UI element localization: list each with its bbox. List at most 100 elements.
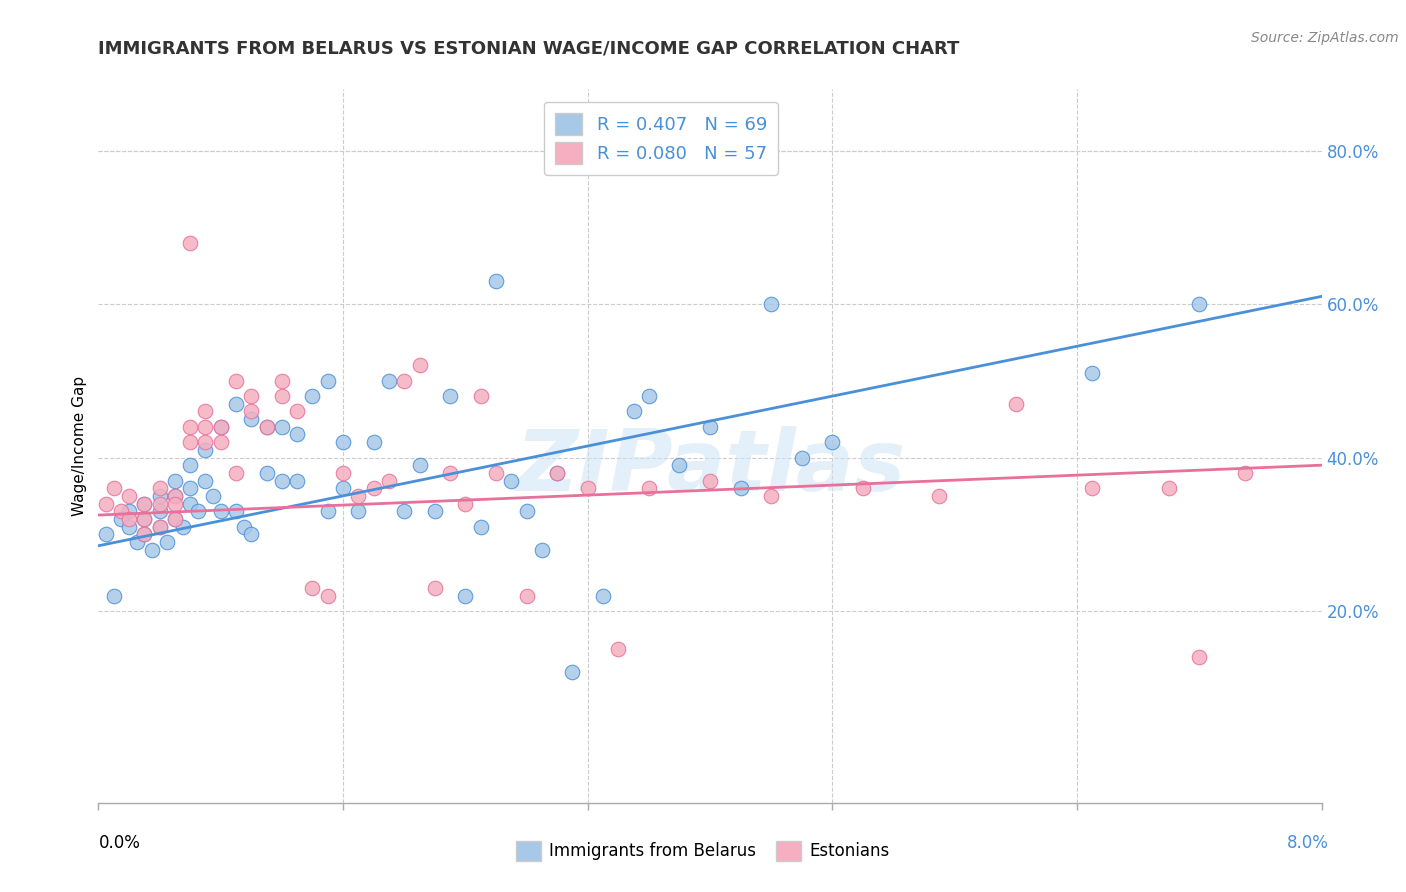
Point: [1188, 650, 1211, 665]
Point: [485, 466, 508, 480]
Point: [110, 512, 132, 526]
Point: [163, 489, 186, 503]
Point: [149, 497, 172, 511]
Point: [790, 450, 813, 465]
Point: [209, 419, 232, 434]
Point: [125, 535, 148, 549]
Point: [194, 404, 217, 418]
Point: [821, 435, 844, 450]
Point: [202, 489, 225, 503]
Point: [187, 504, 209, 518]
Point: [134, 512, 156, 526]
Point: [163, 512, 186, 526]
Point: [285, 404, 308, 418]
Point: [332, 481, 354, 495]
Point: [118, 512, 141, 526]
Point: [94, 497, 117, 511]
Point: [225, 397, 247, 411]
Point: [378, 374, 401, 388]
Point: [225, 466, 247, 480]
Point: [423, 581, 446, 595]
Point: [270, 474, 294, 488]
Point: [301, 581, 323, 595]
Text: IMMIGRANTS FROM BELARUS VS ESTONIAN WAGE/INCOME GAP CORRELATION CHART: IMMIGRANTS FROM BELARUS VS ESTONIAN WAGE…: [98, 40, 960, 58]
Point: [194, 435, 217, 450]
Point: [392, 504, 416, 518]
Point: [516, 504, 538, 518]
Point: [561, 665, 583, 680]
Point: [668, 458, 690, 473]
Point: [576, 481, 599, 495]
Point: [347, 489, 370, 503]
Point: [156, 535, 179, 549]
Point: [179, 458, 201, 473]
Point: [209, 435, 232, 450]
Point: [134, 512, 156, 526]
Point: [110, 504, 132, 518]
Point: [209, 504, 232, 518]
Point: [516, 589, 538, 603]
Point: [163, 497, 186, 511]
Point: [149, 519, 172, 533]
Point: [285, 474, 308, 488]
Text: 0.0%: 0.0%: [98, 834, 141, 852]
Point: [270, 389, 294, 403]
Point: [928, 489, 950, 503]
Point: [1004, 397, 1026, 411]
Point: [103, 481, 125, 495]
Legend: R = 0.407   N = 69, R = 0.080   N = 57: R = 0.407 N = 69, R = 0.080 N = 57: [544, 102, 778, 175]
Point: [232, 519, 254, 533]
Point: [256, 419, 278, 434]
Point: [149, 481, 172, 495]
Point: [134, 527, 156, 541]
Point: [637, 389, 661, 403]
Point: [423, 504, 446, 518]
Point: [316, 374, 339, 388]
Point: [256, 466, 278, 480]
Point: [454, 589, 477, 603]
Point: [179, 235, 201, 250]
Point: [347, 504, 370, 518]
Point: [179, 435, 201, 450]
Point: [225, 374, 247, 388]
Point: [546, 466, 568, 480]
Point: [759, 489, 782, 503]
Point: [240, 527, 263, 541]
Point: [118, 519, 141, 533]
Point: [163, 474, 186, 488]
Point: [316, 589, 339, 603]
Point: [546, 466, 568, 480]
Point: [149, 504, 172, 518]
Point: [179, 419, 201, 434]
Point: [530, 542, 553, 557]
Point: [301, 389, 323, 403]
Point: [194, 442, 217, 457]
Point: [439, 466, 461, 480]
Point: [623, 404, 645, 418]
Point: [163, 489, 186, 503]
Point: [118, 489, 141, 503]
Point: [163, 512, 186, 526]
Point: [607, 642, 630, 657]
Point: [730, 481, 752, 495]
Point: [392, 374, 416, 388]
Point: [332, 466, 354, 480]
Point: [179, 497, 201, 511]
Point: [172, 519, 194, 533]
Text: Source: ZipAtlas.com: Source: ZipAtlas.com: [1251, 31, 1399, 45]
Point: [1081, 481, 1104, 495]
Point: [852, 481, 875, 495]
Point: [94, 527, 117, 541]
Point: [699, 474, 721, 488]
Point: [240, 389, 263, 403]
Point: [470, 519, 492, 533]
Point: [270, 374, 294, 388]
Point: [592, 589, 614, 603]
Point: [378, 474, 401, 488]
Point: [408, 458, 430, 473]
Point: [134, 497, 156, 511]
Point: [501, 474, 523, 488]
Text: 8.0%: 8.0%: [1286, 834, 1329, 852]
Point: [1081, 366, 1104, 380]
Point: [194, 419, 217, 434]
